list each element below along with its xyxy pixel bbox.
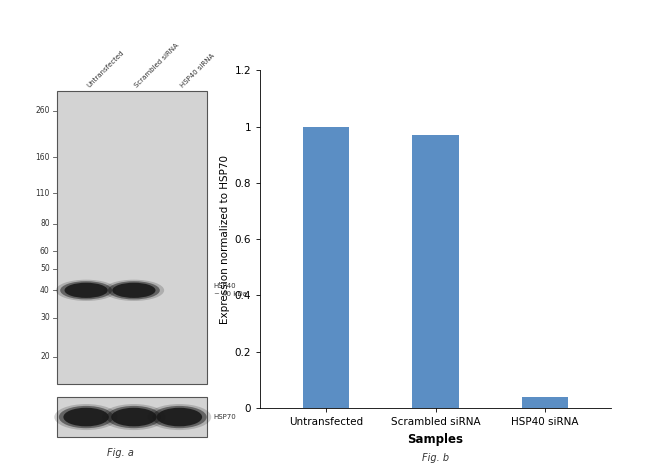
Ellipse shape bbox=[148, 404, 211, 430]
Ellipse shape bbox=[103, 280, 164, 301]
Bar bbox=[57, 91, 207, 385]
Text: 160: 160 bbox=[35, 153, 49, 162]
Text: 50: 50 bbox=[40, 265, 49, 273]
Text: HSP70: HSP70 bbox=[213, 414, 237, 420]
Text: Scrambled siRNA: Scrambled siRNA bbox=[134, 42, 181, 89]
Ellipse shape bbox=[102, 404, 166, 430]
Text: HSP40 siRNA: HSP40 siRNA bbox=[179, 53, 216, 89]
Bar bbox=[303, 127, 349, 408]
Text: 60: 60 bbox=[40, 247, 49, 256]
Ellipse shape bbox=[112, 283, 155, 298]
Bar bbox=[413, 135, 458, 408]
Ellipse shape bbox=[56, 280, 116, 301]
Text: 260: 260 bbox=[35, 106, 49, 115]
Ellipse shape bbox=[107, 406, 161, 428]
Text: 30: 30 bbox=[40, 313, 49, 322]
Ellipse shape bbox=[157, 408, 202, 426]
Text: Fig. b: Fig. b bbox=[422, 453, 449, 462]
Ellipse shape bbox=[64, 283, 108, 298]
Ellipse shape bbox=[111, 408, 157, 426]
Text: 80: 80 bbox=[40, 219, 49, 228]
Ellipse shape bbox=[60, 281, 112, 299]
Ellipse shape bbox=[64, 408, 109, 426]
Text: 20: 20 bbox=[40, 352, 49, 361]
Y-axis label: Expression normalized to HSP70: Expression normalized to HSP70 bbox=[220, 155, 230, 324]
Ellipse shape bbox=[152, 406, 207, 428]
Text: Untransfected: Untransfected bbox=[86, 50, 125, 89]
Text: HSP40
~ 40 kDa: HSP40 ~ 40 kDa bbox=[213, 283, 246, 297]
Ellipse shape bbox=[59, 406, 114, 428]
Bar bbox=[57, 397, 207, 437]
X-axis label: Samples: Samples bbox=[408, 432, 463, 446]
Text: 110: 110 bbox=[35, 189, 49, 198]
Ellipse shape bbox=[108, 281, 160, 299]
Ellipse shape bbox=[55, 404, 118, 430]
Text: Fig. a: Fig. a bbox=[107, 447, 134, 458]
Text: 40: 40 bbox=[40, 286, 49, 295]
Bar bbox=[522, 397, 568, 408]
